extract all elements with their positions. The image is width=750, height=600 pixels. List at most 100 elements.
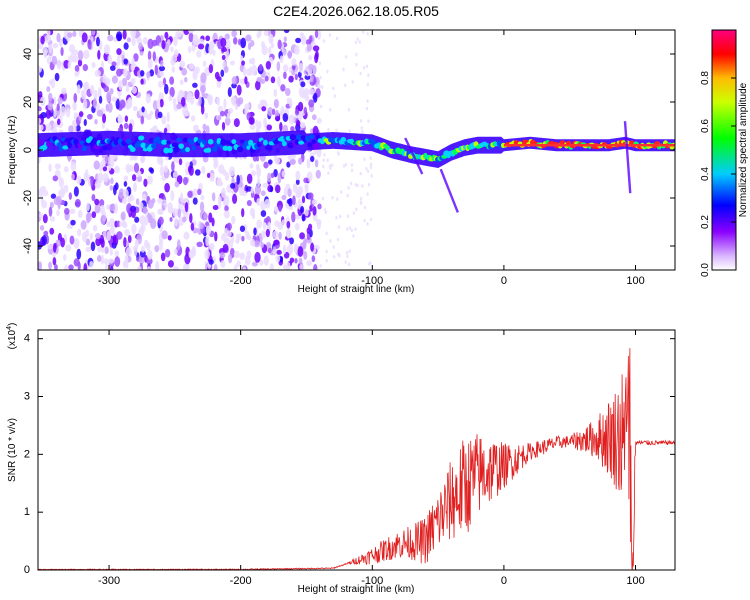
spectrogram-cell [342,67,345,72]
spectrogram-cell [38,106,42,112]
spectrogram-cell [307,142,313,148]
spectrogram-cell [246,199,252,207]
spectrogram-cell [102,145,109,151]
spectrogram-cell [67,32,73,38]
spectrogram-cell [173,35,178,47]
spectrogram-cell [156,99,161,110]
spectrogram-cell [301,213,306,222]
spectrogram-cell [56,32,61,43]
spectrogram-cell [172,266,179,270]
spectrogram-cell [294,73,298,81]
spectrogram-cell [363,205,367,210]
spectrogram-cell [198,38,205,45]
spectrogram-cell [63,207,70,215]
spectrogram-cell [227,107,234,114]
snr-ylabel: SNR (10 * v/v) [7,418,18,482]
spectrogram-cell [85,238,91,246]
snr-axes: -300 -200 -100 0 100 0 1 2 3 4 [24,330,675,587]
spectrogram-cell [131,86,138,94]
spectrogram-cell [221,121,226,131]
spectrogram-cell [232,193,238,205]
spectrogram-cell [313,92,318,103]
spectrogram-cell [250,187,254,194]
spectrogram-cell [303,88,310,98]
spectrogram-cell [230,60,235,66]
spectrogram-cell [147,59,153,69]
spectrogram-cell [223,98,227,109]
spectrogram-cell [188,30,195,34]
spectrogram-cell [178,143,185,150]
spectrogram-cell [208,43,214,55]
spectrogram-cell [312,45,320,52]
spectrogram-cell [45,123,52,132]
spectrogram-cell [56,209,60,217]
spectrogram-cell [99,204,106,215]
spectrogram-cell [149,69,155,77]
spectrogram-cell [369,165,373,170]
spectrogram-cell [48,261,52,270]
spectrogram-cell [111,75,118,84]
spectrogram-ytick-label: -20 [22,190,34,206]
spectrogram-cell [315,169,321,179]
spectrogram-cell [249,207,256,217]
snr-yscale-base: (x10 [7,329,18,349]
spectrogram-cell [329,107,332,112]
spectrogram-cell [267,106,274,117]
spectrogram-cell [203,212,208,221]
spectrogram-cell [319,75,322,80]
spectrogram-cell [73,124,77,134]
spectrogram-cell [107,154,115,165]
spectrogram-cell [78,111,84,117]
spectrogram-cell [362,65,366,70]
spectrogram-cell [155,136,161,141]
spectrogram-cell [308,63,314,71]
spectrogram-cell [123,180,128,187]
spectrogram-cell [43,230,49,237]
spectrogram-cell [339,214,342,219]
spectrogram-cell [295,37,302,44]
spectrogram-cell [286,97,291,105]
spectrogram-cell [346,254,349,259]
spectrogram-cell [262,182,268,188]
spectrogram-cell [101,158,106,168]
spectrogram-ytick-label: 20 [22,96,34,108]
spectrogram-cell [359,200,363,204]
spectrogram-cell [205,35,211,42]
spectrogram-cell [354,40,358,45]
spectrogram-cell [96,36,100,47]
spectrogram-cell [92,97,97,109]
spectrogram-cell [355,62,358,67]
spectrogram-cell [293,243,299,254]
snr-ytick-label: 0 [24,564,30,576]
spectrogram-cell [41,234,47,246]
spectrogram-cell [281,219,286,225]
spectrogram-cell [149,167,155,174]
spectrogram-cell [346,193,349,198]
spectrogram-cell [164,182,170,193]
spectrogram-cell [325,258,328,263]
spectrogram-xtick-label: -200 [230,275,252,287]
spectrogram-cell [247,139,254,146]
spectrogram-cell [347,262,351,267]
spectrogram-cell [308,223,313,231]
spectrogram-cell [233,264,238,270]
spectrogram-cell [201,165,206,174]
spectrogram-cell [161,115,167,125]
spectrogram-cell [287,50,292,60]
spectrogram-cell [147,50,152,61]
snr-ytick-label: 4 [24,333,30,345]
spectrogram-cell [309,75,314,83]
spectrogram-cell [60,237,65,248]
spectrogram-cell [332,245,335,249]
colorbar: 0.0 0.2 0.4 0.6 0.8 Normalized spectral ampl… [700,29,749,277]
spectrogram-cell [154,64,158,76]
spectrogram-cell [236,98,241,107]
spectrogram-cell [68,125,74,133]
spectrogram-cell [104,153,109,164]
spectrogram-cell [85,169,89,178]
spectrogram-cell [161,139,168,145]
spectrogram-cell [183,30,190,35]
spectrogram-cell [187,46,192,53]
spectrogram-cell [169,86,175,98]
spectrogram-cell [155,260,160,270]
